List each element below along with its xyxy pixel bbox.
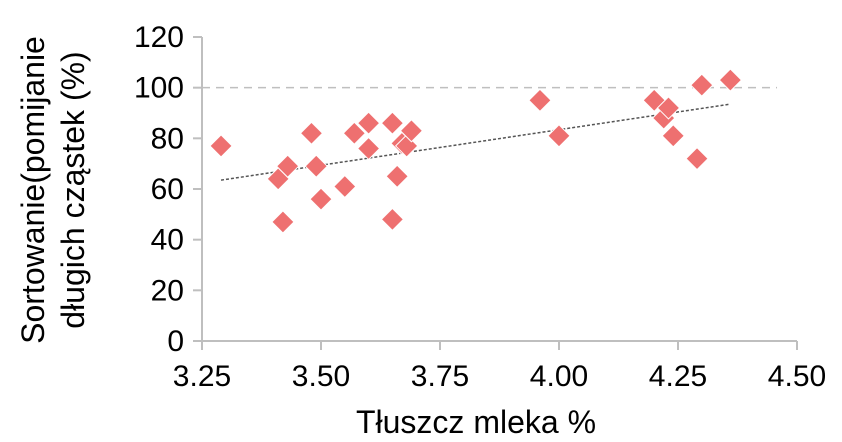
y-tick-label: 0 [167, 325, 184, 358]
data-point [656, 96, 681, 120]
data-point [528, 88, 552, 113]
y-axis-title-line-1: Sortowanie(pomijanie [15, 36, 51, 344]
data-point [661, 124, 685, 148]
x-tick-label: 4.25 [649, 360, 707, 393]
data-point [356, 136, 381, 161]
x-axis-title: Tłuszcz mleka % [356, 404, 596, 440]
data-point [356, 111, 381, 135]
data-point [399, 119, 424, 143]
data-point [718, 68, 743, 92]
y-tick-label: 100 [134, 72, 184, 105]
data-point [380, 111, 405, 135]
data-point [380, 207, 405, 232]
x-tick-label: 3.25 [173, 360, 231, 393]
x-tick-label: 3.50 [292, 360, 350, 393]
data-point [342, 121, 367, 145]
x-tick-label: 4.00 [530, 360, 588, 393]
y-tick-label: 40 [151, 224, 184, 257]
axis-ticks: 0 20 40 60 80 100 120 3.25 3.50 3.75 4.00 4.25 4.50 [134, 21, 826, 393]
data-point [299, 121, 324, 145]
data-point [690, 73, 714, 97]
data-point [209, 134, 233, 158]
data-point [275, 154, 300, 178]
y-axis-title: Sortowanie(pomijanie długich cząstek (%) [15, 36, 91, 344]
data-points [209, 68, 743, 234]
trendline [220, 103, 731, 181]
x-tick-label: 4.50 [768, 360, 826, 393]
data-point [547, 124, 571, 148]
y-axis-title-line-2: długich cząstek (%) [55, 51, 91, 328]
x-tick-label: 3.75 [411, 360, 469, 393]
y-tick-label: 60 [151, 173, 184, 206]
y-tick-label: 80 [151, 122, 184, 155]
data-point [304, 154, 328, 178]
y-tick-label: 120 [134, 21, 184, 54]
data-point [309, 187, 333, 211]
y-tick-label: 20 [151, 274, 184, 307]
data-point [333, 174, 357, 199]
data-point [685, 146, 709, 171]
data-point [271, 210, 295, 234]
trendline-group [220, 103, 731, 181]
data-point [385, 164, 409, 189]
